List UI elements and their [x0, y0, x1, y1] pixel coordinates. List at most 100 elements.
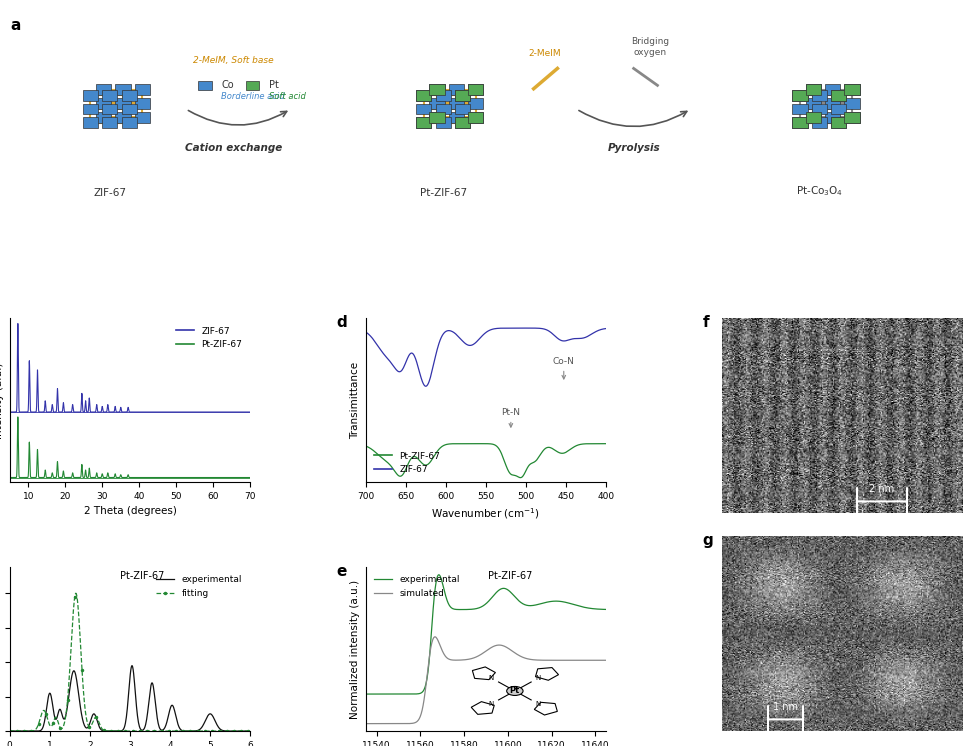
FancyBboxPatch shape: [455, 117, 470, 128]
fitting: [201, 727, 213, 736]
Text: Borderline acid: Borderline acid: [222, 93, 285, 101]
FancyBboxPatch shape: [831, 90, 847, 101]
Text: Cation exchange: Cation exchange: [185, 143, 282, 153]
FancyBboxPatch shape: [449, 84, 464, 95]
experimental: [239, 727, 251, 736]
fitting: [244, 727, 256, 736]
Text: 1 nm: 1 nm: [773, 702, 798, 712]
experimental: [4, 727, 16, 736]
fitting: [148, 727, 159, 736]
FancyBboxPatch shape: [806, 84, 820, 95]
Text: f: f: [703, 315, 710, 330]
FancyBboxPatch shape: [831, 117, 847, 128]
FancyBboxPatch shape: [416, 117, 432, 128]
FancyBboxPatch shape: [435, 104, 451, 114]
FancyBboxPatch shape: [96, 84, 111, 95]
FancyBboxPatch shape: [102, 117, 118, 128]
simulated: [601, 656, 612, 665]
FancyBboxPatch shape: [455, 90, 470, 101]
experimental: [476, 602, 488, 611]
FancyBboxPatch shape: [825, 84, 840, 95]
simulated: [474, 651, 486, 659]
simulated: [503, 645, 515, 653]
FancyBboxPatch shape: [435, 90, 451, 101]
FancyBboxPatch shape: [792, 117, 808, 128]
FancyBboxPatch shape: [455, 117, 470, 128]
experimental: [491, 588, 503, 597]
FancyBboxPatch shape: [449, 98, 464, 109]
Text: a: a: [11, 18, 21, 33]
Text: Bridging
oxygen: Bridging oxygen: [631, 37, 669, 57]
Text: Pt-Co$_3$O$_4$: Pt-Co$_3$O$_4$: [796, 185, 843, 198]
Text: Pt-ZIF-67: Pt-ZIF-67: [420, 189, 467, 198]
fitting: [4, 727, 16, 736]
FancyBboxPatch shape: [831, 117, 847, 128]
experimental: [148, 683, 159, 692]
FancyBboxPatch shape: [83, 117, 98, 128]
experimental: [119, 724, 130, 733]
Legend: ZIF-67, Pt-ZIF-67: ZIF-67, Pt-ZIF-67: [172, 323, 246, 353]
FancyBboxPatch shape: [96, 98, 111, 109]
simulated: [476, 649, 488, 658]
FancyBboxPatch shape: [825, 98, 840, 109]
Text: 2 nm: 2 nm: [869, 483, 894, 494]
experimental: [201, 712, 213, 721]
fitting: [121, 727, 132, 736]
FancyBboxPatch shape: [792, 90, 808, 101]
simulated: [558, 656, 570, 665]
FancyBboxPatch shape: [812, 117, 827, 128]
experimental: [134, 724, 146, 733]
FancyBboxPatch shape: [812, 104, 827, 114]
FancyBboxPatch shape: [469, 112, 483, 122]
experimental: [434, 570, 445, 579]
Text: Pt: Pt: [269, 81, 279, 90]
Text: Co: Co: [222, 81, 234, 90]
FancyBboxPatch shape: [469, 84, 483, 95]
FancyBboxPatch shape: [469, 84, 483, 95]
Text: Pyrolysis: Pyrolysis: [608, 143, 660, 153]
X-axis label: 2 Theta (degrees): 2 Theta (degrees): [84, 507, 177, 516]
Line: fitting: fitting: [9, 592, 252, 732]
FancyBboxPatch shape: [122, 90, 137, 101]
FancyBboxPatch shape: [806, 98, 820, 109]
experimental: [120, 718, 131, 727]
Text: Co-N: Co-N: [553, 357, 574, 379]
FancyBboxPatch shape: [416, 117, 432, 128]
FancyBboxPatch shape: [831, 90, 847, 101]
FancyBboxPatch shape: [122, 117, 137, 128]
FancyBboxPatch shape: [792, 117, 808, 128]
simulated: [360, 719, 371, 728]
Line: simulated: simulated: [365, 637, 607, 724]
fitting: [70, 589, 82, 598]
experimental: [595, 605, 607, 614]
FancyBboxPatch shape: [96, 112, 111, 122]
FancyBboxPatch shape: [455, 90, 470, 101]
Text: Pt-ZIF-67: Pt-ZIF-67: [488, 571, 533, 580]
FancyBboxPatch shape: [469, 112, 483, 122]
X-axis label: Wavenumber (cm$^{-1}$): Wavenumber (cm$^{-1}$): [432, 507, 540, 521]
FancyBboxPatch shape: [792, 90, 808, 101]
FancyBboxPatch shape: [430, 98, 444, 109]
FancyBboxPatch shape: [102, 104, 118, 114]
FancyBboxPatch shape: [430, 112, 444, 122]
Text: 2-MeIM: 2-MeIM: [529, 49, 562, 58]
FancyBboxPatch shape: [430, 84, 444, 95]
Line: experimental: experimental: [10, 665, 250, 731]
FancyBboxPatch shape: [102, 90, 118, 101]
fitting: [119, 727, 130, 736]
FancyBboxPatch shape: [435, 117, 451, 128]
Line: experimental: experimental: [365, 574, 607, 694]
Legend: experimental, fitting: experimental, fitting: [153, 572, 246, 601]
simulated: [430, 633, 441, 642]
FancyBboxPatch shape: [135, 112, 150, 122]
Legend: Pt-ZIF-67, ZIF-67: Pt-ZIF-67, ZIF-67: [370, 448, 443, 477]
FancyBboxPatch shape: [845, 112, 859, 122]
experimental: [503, 586, 515, 595]
FancyBboxPatch shape: [135, 84, 150, 95]
FancyBboxPatch shape: [845, 112, 859, 122]
FancyBboxPatch shape: [845, 84, 859, 95]
FancyBboxPatch shape: [116, 112, 130, 122]
FancyBboxPatch shape: [430, 112, 444, 122]
fitting: [239, 727, 251, 736]
simulated: [491, 641, 503, 650]
